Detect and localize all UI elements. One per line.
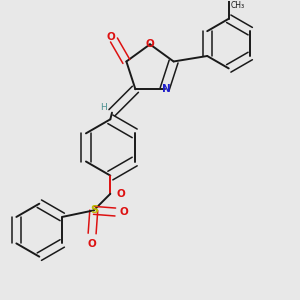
Text: N: N bbox=[162, 84, 171, 94]
Text: O: O bbox=[106, 32, 115, 42]
Text: H: H bbox=[100, 103, 107, 112]
Text: O: O bbox=[116, 189, 125, 199]
Text: O: O bbox=[146, 39, 154, 49]
Text: O: O bbox=[88, 238, 97, 248]
Text: O: O bbox=[119, 207, 128, 217]
Text: CH₃: CH₃ bbox=[230, 1, 244, 10]
Text: S: S bbox=[90, 206, 98, 215]
